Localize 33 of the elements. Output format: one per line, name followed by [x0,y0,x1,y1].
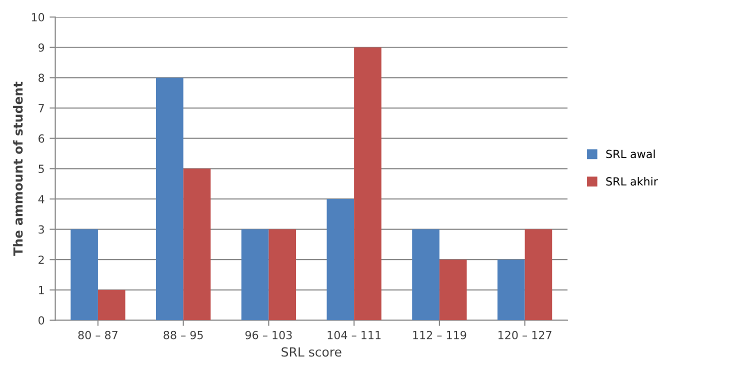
x-tick-label: 96 – 103 [245,330,292,340]
y-tick-label: 9 [38,43,44,52]
y-tick-label: 2 [38,256,44,264]
bar [156,78,184,320]
bar [497,260,525,320]
y-tick-label: 7 [38,104,44,112]
bar [326,198,354,320]
bar [241,229,269,320]
x-axis-title: SRL score [282,347,342,357]
legend-label: SRL akhir [606,176,658,186]
x-tick-label: 80 – 87 [78,330,118,340]
bar [183,168,211,320]
x-tick-label: 104 – 111 [328,330,381,340]
x-tick-label: 112 – 119 [413,330,466,340]
bar [524,229,552,320]
y-axis-title: The ammount of student [13,82,23,256]
bar [268,229,296,320]
bar [70,229,98,320]
bar [439,260,467,320]
y-tick-label: 6 [38,134,44,143]
y-tick-label: 3 [38,225,44,234]
x-tick-label: 120 – 127 [498,330,552,340]
y-tick-label: 4 [38,195,44,204]
y-tick-label: 0 [38,316,44,325]
x-tick-label: 88 – 95 [164,330,203,340]
bar [354,47,382,320]
y-tick-label: 10 [32,13,44,22]
bar [412,229,440,320]
legend-label: SRL awal [606,150,655,158]
y-tick-label: 8 [38,74,44,82]
bar [98,290,126,320]
y-tick-label: 5 [38,164,44,174]
y-tick-label: 1 [39,286,44,294]
